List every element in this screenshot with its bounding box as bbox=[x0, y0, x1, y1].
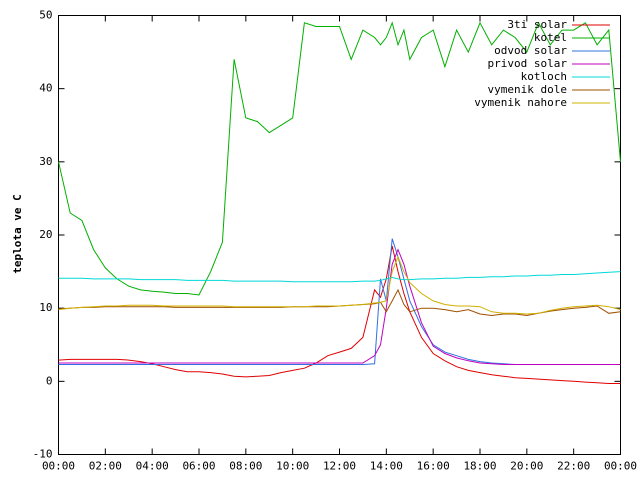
x-tick-label: 12:00 bbox=[323, 460, 356, 473]
x-tick-label: 00:00 bbox=[604, 460, 637, 473]
x-tick-label: 06:00 bbox=[182, 460, 215, 473]
legend-label: kotloch bbox=[521, 70, 567, 83]
y-tick-label: 10 bbox=[39, 301, 52, 314]
series-line bbox=[58, 248, 621, 365]
legend-label: vymenik nahore bbox=[474, 96, 567, 109]
x-tick-label: 20:00 bbox=[510, 460, 543, 473]
x-tick-label: 04:00 bbox=[136, 460, 169, 473]
x-tick-label: 02:00 bbox=[89, 460, 122, 473]
series-line bbox=[58, 255, 621, 315]
x-tick-label: 10:00 bbox=[276, 460, 309, 473]
x-tick-label: 14:00 bbox=[370, 460, 403, 473]
x-tick-label: 16:00 bbox=[417, 460, 450, 473]
legend-label: 3ti solar bbox=[507, 18, 567, 31]
legend-label: vymenik dole bbox=[488, 83, 567, 96]
x-tick-label: 22:00 bbox=[557, 460, 590, 473]
series-line bbox=[58, 21, 621, 296]
series-line bbox=[58, 271, 621, 283]
y-tick-label: -10 bbox=[33, 448, 53, 461]
legend-label: privod solar bbox=[488, 57, 568, 70]
y-tick-label: 50 bbox=[39, 9, 52, 22]
legend-label: kotel bbox=[534, 31, 567, 44]
y-axis-label: teplota ve C bbox=[11, 194, 24, 273]
x-tick-label: 18:00 bbox=[463, 460, 496, 473]
series-line bbox=[58, 245, 621, 384]
x-tick-label: 08:00 bbox=[229, 460, 262, 473]
legend-label: odvod solar bbox=[494, 44, 567, 57]
y-tick-label: 20 bbox=[39, 228, 52, 241]
y-tick-label: 30 bbox=[39, 155, 52, 168]
y-tick-label: 40 bbox=[39, 82, 52, 95]
x-tick-label: 00:00 bbox=[42, 460, 75, 473]
y-tick-label: 0 bbox=[46, 374, 53, 387]
